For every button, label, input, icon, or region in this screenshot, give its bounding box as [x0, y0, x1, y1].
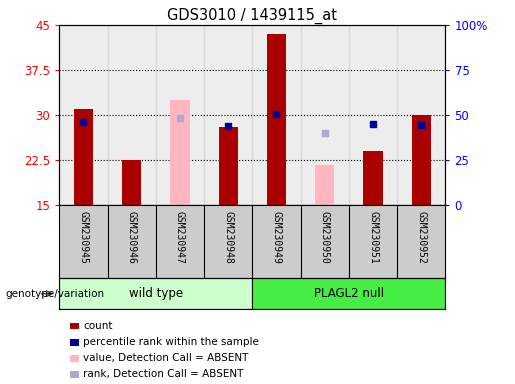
Text: GSM230948: GSM230948 — [223, 211, 233, 264]
Title: GDS3010 / 1439115_at: GDS3010 / 1439115_at — [167, 7, 337, 23]
Bar — [218, 127, 238, 205]
Text: percentile rank within the sample: percentile rank within the sample — [83, 337, 259, 347]
Text: GSM230946: GSM230946 — [127, 211, 136, 264]
Bar — [74, 109, 93, 205]
Bar — [301, 25, 349, 205]
Bar — [364, 151, 383, 205]
Text: wild type: wild type — [129, 287, 183, 300]
Text: PLAGL2 null: PLAGL2 null — [314, 287, 384, 300]
Bar — [349, 25, 397, 205]
Text: rank, Detection Call = ABSENT: rank, Detection Call = ABSENT — [83, 369, 243, 379]
Bar — [411, 115, 431, 205]
Bar — [252, 25, 301, 205]
Text: genotype/variation: genotype/variation — [5, 289, 104, 299]
Bar — [315, 164, 334, 205]
Text: GSM230945: GSM230945 — [78, 211, 89, 264]
Text: GSM230952: GSM230952 — [416, 211, 426, 264]
Bar — [59, 278, 252, 309]
Bar — [170, 100, 190, 205]
Text: GSM230949: GSM230949 — [271, 211, 282, 264]
Bar — [108, 25, 156, 205]
Bar — [397, 25, 445, 205]
Bar — [252, 278, 445, 309]
Text: GSM230951: GSM230951 — [368, 211, 378, 264]
Text: GSM230950: GSM230950 — [320, 211, 330, 264]
Text: value, Detection Call = ABSENT: value, Detection Call = ABSENT — [83, 353, 248, 363]
Text: count: count — [83, 321, 112, 331]
Text: GSM230947: GSM230947 — [175, 211, 185, 264]
Bar — [156, 25, 204, 205]
Bar — [204, 25, 252, 205]
Bar — [59, 25, 108, 205]
Bar — [267, 34, 286, 205]
Bar — [122, 161, 141, 205]
